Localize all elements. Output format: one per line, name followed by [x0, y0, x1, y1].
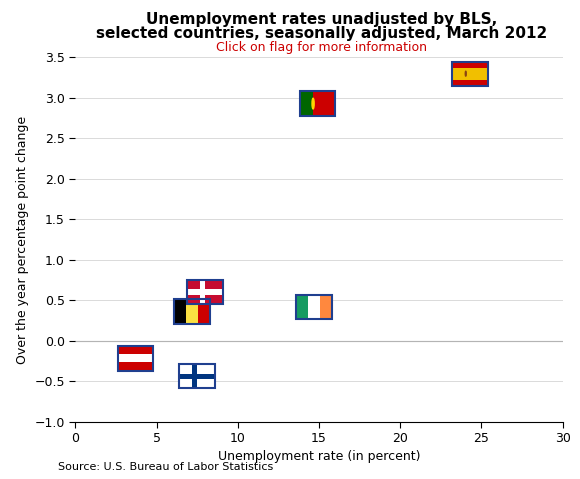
Bar: [299, 91, 313, 116]
Bar: [186, 299, 198, 324]
Bar: [308, 295, 320, 319]
Bar: [175, 299, 210, 324]
Bar: [452, 61, 488, 68]
X-axis label: Unemployment rate (in percent): Unemployment rate (in percent): [218, 450, 420, 464]
Bar: [313, 91, 335, 116]
Text: Unemployment rates unadjusted by BLS,: Unemployment rates unadjusted by BLS,: [146, 12, 498, 27]
Circle shape: [312, 98, 314, 109]
Bar: [200, 280, 205, 304]
Bar: [118, 346, 153, 371]
Circle shape: [465, 71, 466, 76]
Text: Click on flag for more information: Click on flag for more information: [216, 41, 427, 54]
Bar: [179, 364, 215, 388]
Text: selected countries, seasonally adjusted, March 2012: selected countries, seasonally adjusted,…: [96, 26, 548, 41]
Bar: [187, 289, 223, 295]
Bar: [118, 354, 153, 363]
Bar: [192, 364, 197, 388]
Bar: [118, 363, 153, 371]
Bar: [179, 364, 215, 388]
Bar: [452, 80, 488, 86]
Bar: [452, 68, 488, 80]
Bar: [175, 299, 186, 324]
Bar: [320, 295, 332, 319]
Bar: [198, 299, 210, 324]
Bar: [299, 91, 335, 116]
Y-axis label: Over the year percentage point change: Over the year percentage point change: [16, 115, 29, 364]
Bar: [452, 61, 488, 86]
Bar: [118, 346, 153, 354]
Bar: [187, 280, 223, 304]
Bar: [187, 280, 223, 304]
Text: Source: U.S. Bureau of Labor Statistics: Source: U.S. Bureau of Labor Statistics: [58, 462, 273, 472]
Bar: [296, 295, 332, 319]
Bar: [179, 374, 215, 379]
Bar: [296, 295, 308, 319]
